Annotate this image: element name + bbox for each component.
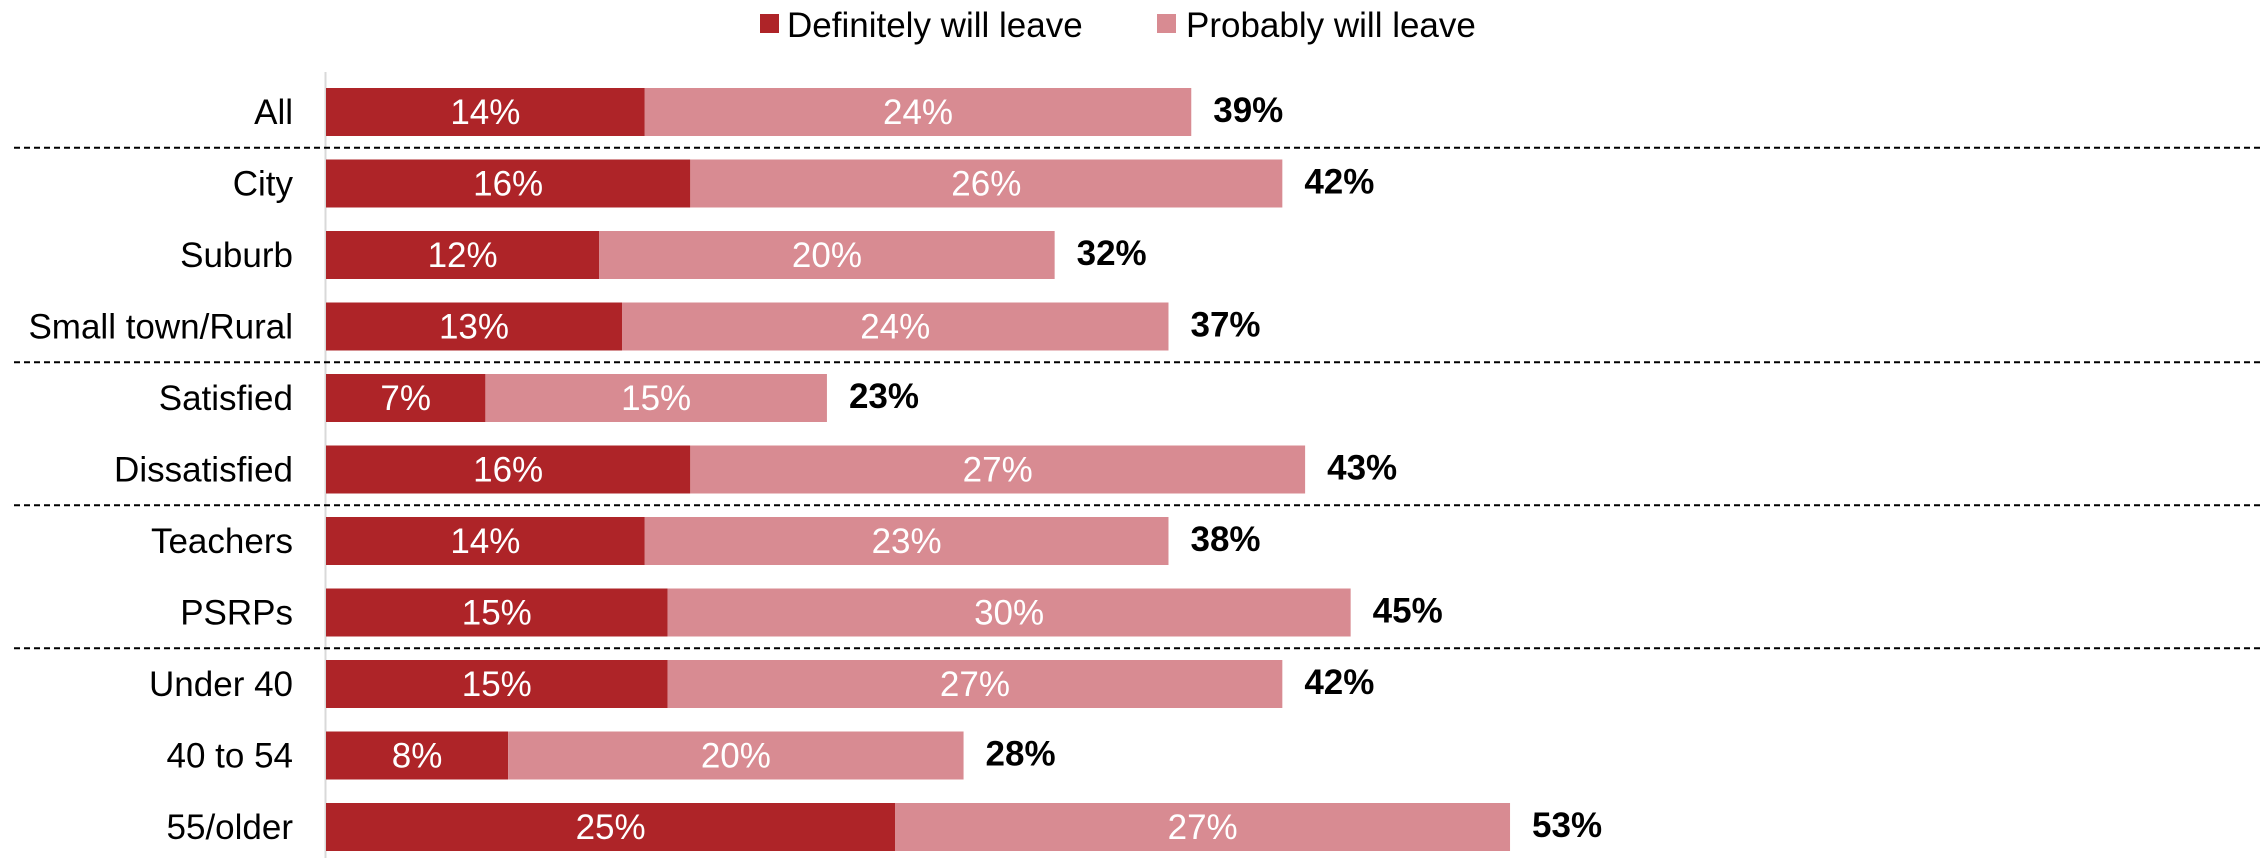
category-label: Under 40 — [149, 665, 293, 704]
total-label: 45% — [1373, 592, 1443, 631]
bar-segment — [667, 588, 1351, 637]
bar-segment — [508, 731, 964, 780]
total-label: 42% — [1304, 663, 1374, 702]
data-label: 15% — [621, 379, 691, 418]
bar-segment — [326, 517, 645, 565]
category-label: Dissatisfied — [114, 451, 293, 490]
bar-segment — [326, 159, 691, 208]
bar-segment — [326, 231, 600, 279]
category-label: PSRPs — [180, 594, 293, 633]
bar-segment — [326, 88, 645, 136]
category-label: Satisfied — [159, 379, 293, 418]
bar-segment — [895, 803, 1511, 851]
data-label: 26% — [951, 165, 1021, 204]
category-label: 55/older — [167, 808, 294, 847]
legend-swatch — [760, 14, 779, 33]
data-label: 16% — [473, 165, 543, 204]
category-label: City — [233, 165, 294, 204]
bar-segment — [690, 159, 1283, 208]
total-label: 23% — [849, 377, 919, 416]
data-label: 30% — [974, 594, 1044, 633]
data-label: 27% — [963, 451, 1033, 490]
data-label: 12% — [428, 236, 498, 275]
bar-segment — [485, 374, 827, 422]
bar-segment — [667, 660, 1283, 708]
data-label: 27% — [1168, 808, 1238, 847]
total-label: 53% — [1532, 806, 1602, 845]
bar-segment — [326, 803, 896, 851]
legend-label: Definitely will leave — [787, 6, 1083, 45]
data-label: 20% — [701, 737, 771, 776]
total-label: 43% — [1327, 449, 1397, 488]
data-label: 24% — [883, 93, 953, 132]
category-label: 40 to 54 — [167, 737, 294, 776]
category-label: All — [254, 93, 293, 132]
data-label: 24% — [860, 308, 930, 347]
data-label: 27% — [940, 665, 1010, 704]
bar-segment — [644, 88, 1192, 136]
legend-label: Probably will leave — [1186, 6, 1476, 45]
total-label: 38% — [1190, 520, 1260, 559]
total-label: 32% — [1077, 234, 1147, 273]
category-label: Small town/Rural — [28, 308, 293, 347]
legend-swatch — [1157, 14, 1176, 33]
bar-segment — [690, 445, 1306, 494]
data-label: 25% — [576, 808, 646, 847]
bar-segment — [326, 445, 691, 494]
bar-segment — [622, 302, 1169, 351]
bar-segment — [599, 231, 1055, 279]
data-label: 13% — [439, 308, 509, 347]
total-label: 42% — [1304, 163, 1374, 202]
data-label: 15% — [462, 665, 532, 704]
bar-segment — [326, 374, 486, 422]
data-label: 14% — [450, 93, 520, 132]
total-label: 37% — [1190, 306, 1260, 345]
data-label: 20% — [792, 236, 862, 275]
bar-segment — [326, 660, 668, 708]
total-label: 39% — [1213, 91, 1283, 130]
data-label: 23% — [872, 522, 942, 561]
category-label: Teachers — [151, 522, 293, 561]
data-label: 14% — [450, 522, 520, 561]
data-label: 16% — [473, 451, 543, 490]
data-label: 15% — [462, 594, 532, 633]
bar-segment — [644, 517, 1169, 565]
bar-segment — [326, 588, 668, 637]
bar-segment — [326, 731, 509, 780]
data-label: 8% — [392, 737, 443, 776]
data-label: 7% — [380, 379, 431, 418]
category-label: Suburb — [180, 236, 293, 275]
bar-segment — [326, 302, 623, 351]
total-label: 28% — [986, 735, 1056, 774]
